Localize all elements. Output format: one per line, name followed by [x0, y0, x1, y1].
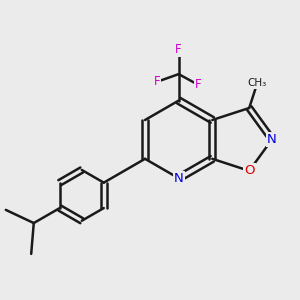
- Text: N: N: [174, 172, 184, 185]
- Text: N: N: [267, 133, 277, 146]
- Text: F: F: [154, 75, 160, 88]
- Text: F: F: [175, 43, 182, 56]
- Text: O: O: [244, 164, 254, 177]
- Text: CH₃: CH₃: [248, 78, 267, 88]
- Text: F: F: [195, 78, 201, 91]
